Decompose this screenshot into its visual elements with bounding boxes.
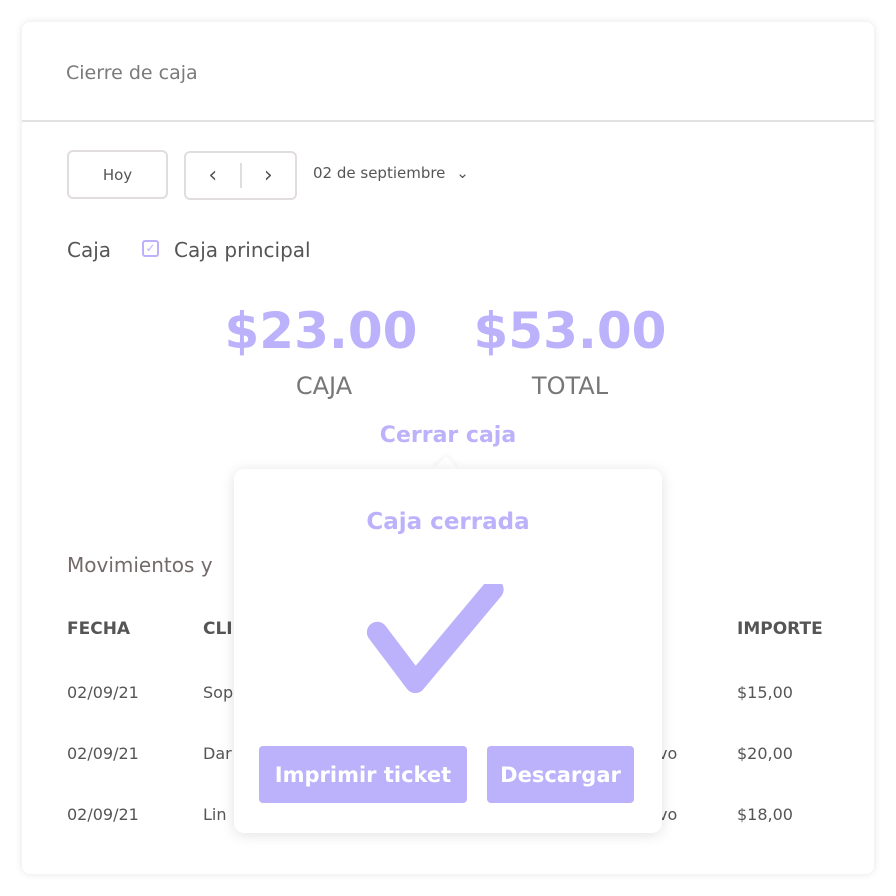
total-amount: $53.00 (473, 302, 667, 360)
date-nav: ‹ › (184, 151, 297, 200)
caja-amount: $23.00 (224, 302, 418, 360)
row-importe: $15,00 (737, 683, 793, 702)
download-button[interactable]: Descargar (487, 746, 634, 803)
row-importe: $18,00 (737, 805, 793, 824)
row-fecha: 02/09/21 (67, 683, 139, 702)
date-selector[interactable]: 02 de septiembre ⌄ (313, 164, 469, 182)
page-title: Cierre de caja (22, 22, 874, 122)
col-fecha: FECHA (67, 619, 131, 639)
total-label: TOTAL (531, 372, 609, 400)
chevron-left-icon[interactable]: ‹ (186, 163, 242, 188)
checkbox-label: Caja principal (174, 238, 311, 262)
checkbox-caja-principal[interactable]: ✓ (142, 240, 159, 257)
row-fecha: 02/09/21 (67, 805, 139, 824)
col-importe: IMPORTE (737, 619, 823, 639)
col-cliente: CLI (203, 619, 233, 639)
caja-label: Caja (67, 238, 112, 262)
popover-title: Caja cerrada (366, 509, 530, 535)
print-ticket-button[interactable]: Imprimir ticket (259, 746, 467, 803)
close-cash-link[interactable]: Cerrar caja (379, 423, 517, 448)
chevron-down-icon: ⌄ (456, 164, 469, 182)
cash-closed-popover: Caja cerrada Imprimir ticket Descargar (234, 469, 662, 833)
chevron-right-icon[interactable]: › (263, 163, 273, 188)
row-cliente: Dar (203, 744, 232, 763)
movements-title: Movimientos y (67, 553, 213, 577)
today-button[interactable]: Hoy (67, 150, 168, 199)
row-importe: $20,00 (737, 744, 793, 763)
row-tail: vo (658, 744, 678, 763)
row-tail: vo (658, 805, 678, 824)
row-fecha: 02/09/21 (67, 744, 139, 763)
row-cliente: Lin (203, 805, 227, 824)
date-value: 02 de septiembre (313, 164, 446, 182)
checkmark-icon (366, 584, 504, 694)
caja-label-summary: CAJA (295, 372, 353, 400)
row-cliente: Sop (203, 683, 234, 702)
